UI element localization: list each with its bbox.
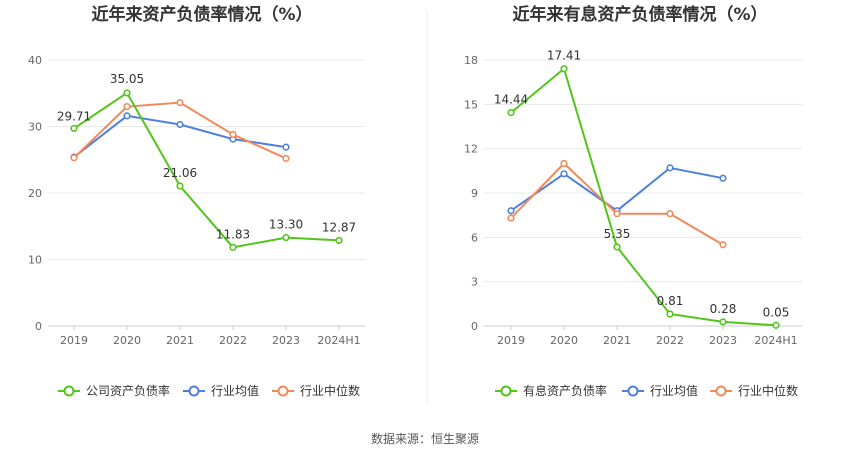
data-point (123, 89, 131, 97)
x-tick-label: 2022 (656, 334, 684, 347)
series-line (510, 66, 777, 327)
legend-label: 公司资产负债率 (86, 383, 170, 398)
data-point (613, 210, 621, 218)
legend-label: 行业均值 (211, 383, 259, 398)
data-label: 0.28 (710, 302, 737, 316)
chart-title: 近年来资产负债率情况（%） (91, 4, 312, 25)
data-point (176, 120, 184, 129)
data-point (560, 159, 568, 168)
data-point (176, 182, 184, 190)
legend-label: 有息资产负债率 (523, 383, 607, 398)
legend-marker (627, 385, 639, 397)
data-label: 12.87 (322, 220, 356, 234)
data-point (70, 154, 78, 162)
y-tick-label: 40 (28, 54, 42, 67)
data-point (719, 318, 727, 326)
legend-label: 行业均值 (650, 383, 698, 398)
data-label: 13.30 (269, 218, 303, 232)
legend-marker (500, 385, 512, 397)
x-tick-label: 2020 (113, 334, 141, 347)
legend-label: 行业中位数 (738, 383, 798, 398)
legend-marker (715, 385, 727, 397)
y-tick-label: 9 (471, 187, 478, 200)
x-tick-label: 2019 (60, 334, 88, 347)
data-point (719, 241, 727, 249)
series-line (73, 91, 340, 249)
data-point (666, 164, 674, 172)
data-point (123, 102, 131, 111)
data-point (229, 243, 237, 251)
legend-marker (277, 385, 289, 397)
data-point (560, 65, 568, 73)
data-point (772, 321, 780, 329)
x-tick-label: 2023 (272, 334, 300, 347)
data-label: 14.44 (494, 93, 528, 107)
y-tick-label: 6 (471, 231, 478, 244)
y-tick-label: 12 (464, 143, 478, 156)
data-label: 21.06 (163, 166, 197, 180)
data-point (560, 170, 568, 178)
data-point (335, 236, 343, 245)
asset-liability-ratio-chart: 近年来资产负债率情况（%） 0 10 20 30 40 2019 2020 2021 2022 20… (28, 4, 365, 398)
source-text: 数据来源：恒生聚源 (371, 431, 479, 446)
data-label: 11.83 (216, 227, 250, 241)
data-point (282, 233, 290, 242)
series-line (73, 101, 287, 160)
data-point (507, 207, 515, 215)
y-tick-label: 10 (28, 254, 42, 267)
legend-marker (188, 385, 200, 397)
x-tick-label: 2022 (219, 334, 247, 347)
y-tick-label: 0 (471, 320, 478, 333)
series-line (510, 166, 724, 212)
data-label: 29.71 (57, 109, 91, 123)
data-point (507, 214, 515, 222)
data-point (123, 112, 131, 120)
y-tick-label: 18 (464, 54, 478, 67)
y-tick-label: 20 (28, 187, 42, 200)
x-tick-label: 2024H1 (317, 334, 360, 347)
data-label: 35.05 (110, 72, 144, 86)
x-tick-label: 2021 (603, 334, 631, 347)
y-tick-label: 30 (28, 121, 42, 134)
data-label: 0.81 (657, 294, 684, 308)
data-label: 0.05 (763, 305, 790, 319)
data-point (70, 124, 78, 133)
y-tick-label: 0 (35, 320, 42, 333)
x-tick-label: 2019 (497, 334, 525, 347)
x-tick-label: 2021 (166, 334, 194, 347)
chart-title: 近年来有息资产负债率情况（%） (512, 4, 767, 25)
y-tick-label: 3 (471, 276, 478, 289)
data-point (507, 109, 515, 117)
data-point (176, 98, 184, 107)
data-point (666, 310, 674, 318)
x-tick-label: 2023 (709, 334, 737, 347)
data-point (613, 243, 621, 251)
data-label: 5.35 (604, 227, 631, 241)
interest-bearing-liability-ratio-chart: 近年来有息资产负债率情况（%） 0 3 6 9 12 15 18 2019 2020 2021 202… (464, 4, 802, 398)
data-point (282, 143, 290, 151)
data-point (229, 130, 237, 139)
legend-marker (63, 385, 75, 397)
data-point (282, 154, 290, 163)
data-label: 17.41 (547, 49, 581, 63)
y-tick-label: 15 (464, 98, 478, 111)
data-point (719, 174, 727, 182)
legend-label: 行业中位数 (300, 383, 360, 398)
x-tick-label: 2020 (550, 334, 578, 347)
x-tick-label: 2024H1 (754, 334, 797, 347)
data-point (666, 210, 674, 218)
